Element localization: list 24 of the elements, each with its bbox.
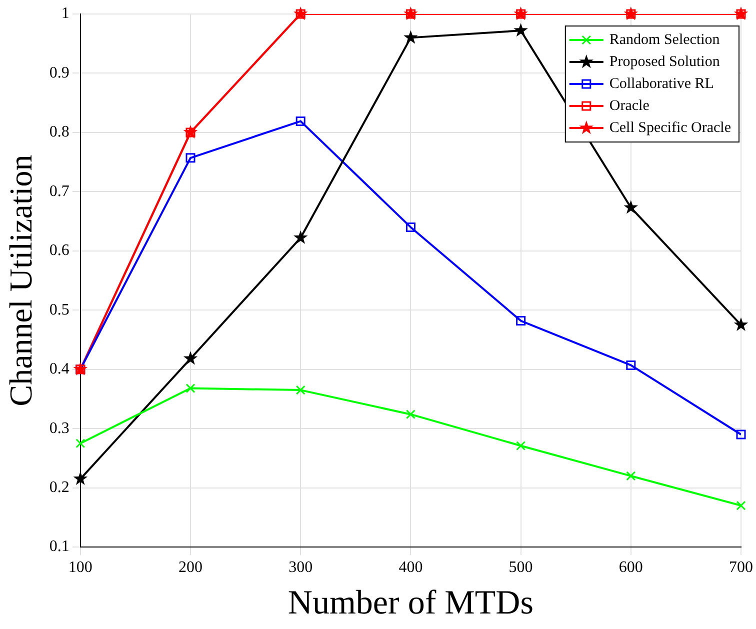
legend-label: Cell Specific Oracle	[609, 120, 732, 136]
y-tick-label: 0.4	[49, 360, 70, 378]
y-tick-label: 0.9	[49, 64, 70, 82]
x-axis-title: Number of MTDs	[288, 584, 534, 622]
y-axis-title: Channel Utilization	[2, 154, 39, 406]
legend-label: Proposed Solution	[609, 54, 720, 70]
y-tick-label: 0.8	[49, 124, 70, 141]
y-tick-label: 0.1	[49, 538, 70, 556]
y-tick-label: 0.2	[49, 478, 70, 496]
legend-label: Oracle	[609, 98, 650, 114]
x-tick-label: 100	[68, 558, 92, 576]
legend-label: Collaborative RL	[609, 76, 714, 92]
y-tick-label: 1	[61, 5, 70, 22]
y-tick-label: 0.6	[49, 242, 70, 260]
x-tick-label: 600	[618, 558, 643, 576]
x-tick-label: 200	[178, 558, 202, 576]
x-tick-label: 500	[508, 558, 533, 576]
legend-label: Random Selection	[609, 32, 720, 48]
x-tick-label: 700	[729, 558, 753, 576]
y-tick-label: 0.3	[49, 420, 70, 437]
x-tick-label: 400	[398, 558, 423, 576]
y-tick-label: 0.5	[49, 301, 70, 318]
x-tick-label: 300	[288, 558, 313, 576]
y-tick-label: 0.7	[49, 182, 70, 200]
